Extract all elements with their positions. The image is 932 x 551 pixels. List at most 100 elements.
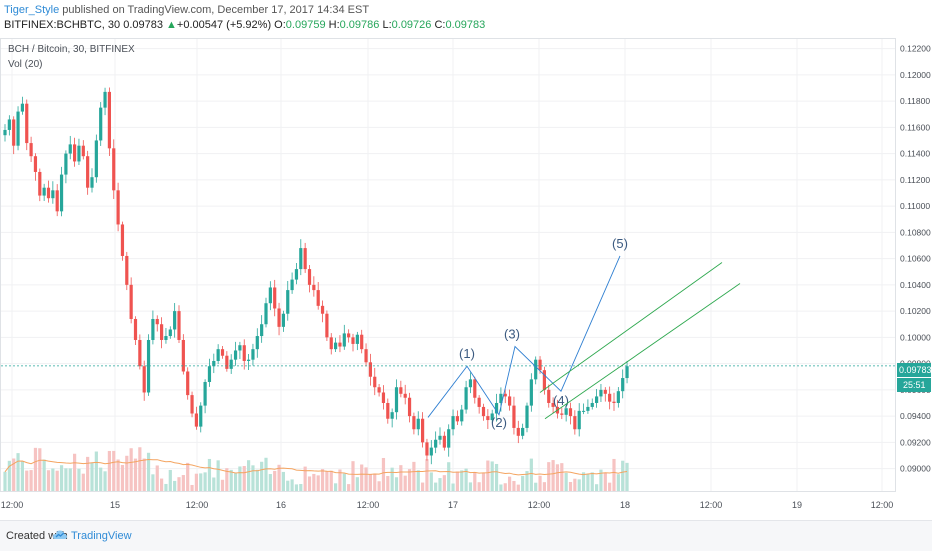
volume-bar: [625, 462, 629, 491]
volume-bar: [260, 461, 264, 491]
volume-bar: [3, 471, 7, 491]
author-link[interactable]: Tiger_Style: [4, 4, 60, 16]
volume-bar: [377, 481, 381, 491]
volume-bar: [233, 473, 238, 491]
candle-body: [455, 416, 459, 422]
volume-bar: [551, 460, 555, 491]
candle-body: [59, 174, 64, 212]
candle-body: [603, 389, 607, 394]
candle-body: [129, 284, 133, 319]
volume-bar: [521, 475, 525, 491]
wave-label: (5): [612, 236, 628, 251]
plot-area[interactable]: [0, 38, 896, 492]
volume-bar: [55, 470, 59, 491]
candle-body: [525, 405, 529, 428]
volume-bar: [268, 474, 272, 491]
volume-bar: [138, 447, 142, 491]
volume-bar: [190, 484, 194, 491]
tradingview-link[interactable]: TradingView: [71, 530, 132, 542]
volume-bar: [199, 473, 203, 491]
candle-body: [425, 442, 429, 456]
candle-body: [381, 392, 386, 403]
candle-body: [499, 393, 503, 403]
candle-body: [64, 153, 68, 175]
volume-bar: [194, 473, 198, 491]
volume-bar: [290, 479, 294, 491]
volume-bar: [612, 458, 616, 491]
x-tick-label: 17: [448, 500, 458, 510]
candle-body: [116, 190, 120, 225]
candle-body: [534, 359, 538, 380]
volume-bar: [99, 467, 103, 491]
volume-bar: [59, 465, 64, 491]
candle-body: [421, 418, 425, 443]
tradingview-cloud-icon[interactable]: [52, 527, 68, 543]
candle-body: [621, 378, 625, 392]
candle-body: [138, 339, 142, 367]
candle-body: [347, 333, 351, 338]
volume-bar: [486, 460, 490, 491]
time-axis[interactable]: 12:00 15 12:00 16 12:00 17 12:00 18 12:00 19 12:00: [1, 500, 894, 510]
volume-bar: [425, 459, 429, 491]
volume-bar: [155, 465, 159, 491]
candle-body: [125, 255, 129, 285]
candle-body: [512, 405, 516, 428]
y-tick-label: 0.12200: [900, 44, 931, 54]
low-value: 0.09726: [391, 19, 432, 31]
candle-body: [403, 393, 407, 398]
candle-body: [329, 337, 333, 350]
volume-bar: [216, 460, 220, 491]
volume-bar: [251, 465, 255, 491]
volume-bar: [616, 474, 620, 491]
y-tick-label: 0.10800: [900, 227, 931, 237]
volume-bar: [203, 472, 207, 491]
candle-body: [247, 359, 251, 361]
candle-body: [277, 308, 281, 327]
candle-body: [473, 379, 477, 398]
elliott-wave-line: [427, 255, 621, 418]
volume-bar: [90, 462, 94, 491]
volume-bar: [595, 484, 599, 491]
candle-body: [186, 371, 190, 396]
volume-bar: [16, 453, 20, 491]
volume-bar: [429, 472, 433, 491]
price-chart[interactable]: (1)(2)(3)(4)(5) 0.122000.120000.118000.1…: [0, 38, 932, 517]
candle-body: [447, 429, 451, 448]
candle-body: [260, 324, 264, 337]
candle-body: [133, 318, 138, 340]
candle-body: [33, 156, 38, 172]
volume-bar: [621, 460, 625, 491]
volume-bar: [529, 458, 533, 491]
volume-bar: [538, 475, 542, 491]
candle-body: [77, 145, 81, 162]
volume-bar: [386, 476, 390, 491]
volume-bar: [220, 479, 225, 491]
candle-body: [429, 447, 433, 456]
volume-bar: [342, 473, 346, 491]
candle-body: [212, 360, 216, 367]
volume-bar: [286, 480, 290, 491]
volume-bar: [212, 477, 216, 491]
volume-bar: [177, 477, 181, 491]
candle-body: [516, 427, 520, 436]
candle-body: [320, 305, 325, 314]
y-tick-label: 0.11200: [900, 175, 930, 185]
volume-bar: [581, 472, 586, 491]
price-axis[interactable]: 0.12200 0.12000 0.11800 0.11600 0.11400 0.112…: [900, 44, 931, 474]
last-price: 0.09783: [123, 19, 163, 31]
volume-bar: [325, 471, 329, 491]
volume-bar: [51, 468, 55, 491]
volume-bar: [125, 455, 129, 491]
candle-body: [486, 416, 490, 421]
candle-body: [12, 119, 16, 146]
volume-bar: [133, 458, 138, 491]
volume-bar: [73, 453, 77, 491]
candle-body: [94, 140, 98, 178]
drawings[interactable]: (1) (2) (3) (4) (5): [1, 236, 895, 430]
change-value: +0.00547 (+5.92%): [176, 19, 272, 31]
volume-bar: [112, 450, 116, 491]
volume-bar: [373, 473, 377, 491]
volume-bar: [468, 482, 473, 491]
candle-body: [251, 349, 255, 360]
volume-bar: [120, 464, 125, 491]
